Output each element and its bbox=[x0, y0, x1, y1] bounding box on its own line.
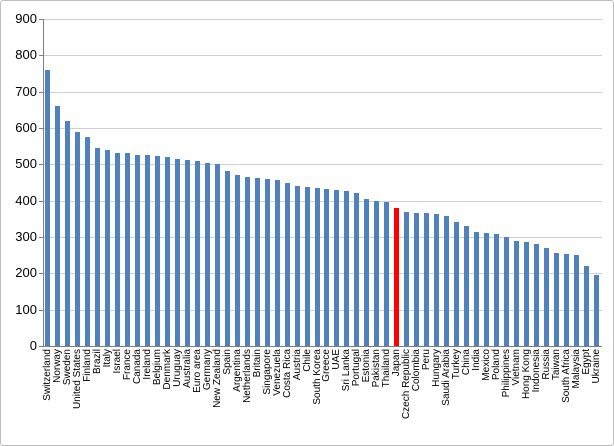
bar bbox=[354, 193, 360, 346]
bar bbox=[344, 191, 350, 346]
bar-highlight bbox=[394, 207, 400, 346]
bar bbox=[374, 200, 380, 346]
bar bbox=[503, 237, 509, 346]
bar bbox=[244, 177, 250, 346]
bar bbox=[583, 266, 589, 346]
bar bbox=[274, 179, 280, 346]
y-axis-tick bbox=[39, 55, 43, 56]
bar bbox=[45, 69, 51, 346]
bar bbox=[364, 198, 370, 346]
bar bbox=[184, 159, 190, 346]
bar bbox=[75, 131, 81, 346]
bar bbox=[334, 189, 340, 346]
y-axis-label: 600 bbox=[15, 120, 37, 135]
bar bbox=[563, 254, 569, 346]
gridline bbox=[44, 92, 602, 93]
y-axis-line bbox=[43, 19, 44, 347]
bar bbox=[573, 255, 579, 346]
bar bbox=[175, 158, 181, 346]
y-axis-tick bbox=[39, 273, 43, 274]
bar bbox=[105, 149, 111, 346]
y-axis-label: 0 bbox=[29, 338, 37, 353]
bar bbox=[444, 216, 450, 346]
bar bbox=[224, 170, 230, 346]
bar bbox=[55, 106, 61, 346]
y-axis-tick bbox=[39, 237, 43, 238]
y-axis-tick bbox=[39, 164, 43, 165]
gridline bbox=[44, 164, 602, 165]
gridline bbox=[44, 128, 602, 129]
bar bbox=[414, 212, 420, 346]
bar bbox=[454, 222, 460, 346]
y-axis-tick bbox=[39, 310, 43, 311]
x-axis-label: Taiwan bbox=[550, 349, 562, 381]
x-axis-label: Austria bbox=[291, 349, 303, 381]
plot-area bbox=[43, 19, 601, 346]
gridline bbox=[44, 237, 602, 238]
y-axis-tick bbox=[39, 92, 43, 93]
y-axis-label: 100 bbox=[15, 302, 37, 317]
bar bbox=[493, 234, 499, 346]
y-axis-label: 900 bbox=[15, 11, 37, 26]
bar bbox=[135, 154, 141, 346]
bar bbox=[284, 182, 290, 346]
x-axis-label: Chile bbox=[301, 349, 313, 372]
bar bbox=[473, 231, 479, 346]
x-axis-label: Costa Rica bbox=[281, 349, 293, 398]
x-axis-label: Egypt bbox=[580, 349, 592, 375]
bar bbox=[384, 202, 390, 346]
bar bbox=[533, 244, 539, 346]
y-axis-tick bbox=[39, 19, 43, 20]
bar bbox=[294, 186, 300, 346]
bar bbox=[304, 187, 310, 346]
bar bbox=[65, 120, 71, 346]
bar bbox=[254, 178, 260, 346]
gridline bbox=[44, 273, 602, 274]
x-axis-label: Malaysia bbox=[570, 349, 582, 389]
bar bbox=[155, 156, 161, 346]
bar bbox=[593, 275, 599, 346]
x-axis-label: Ukraine bbox=[590, 349, 602, 384]
bar bbox=[404, 211, 410, 346]
bar bbox=[214, 164, 220, 346]
bar bbox=[424, 213, 430, 346]
y-axis-label: 800 bbox=[15, 47, 37, 62]
y-axis-label: 400 bbox=[15, 193, 37, 208]
x-axis-label: Venezuela bbox=[271, 349, 283, 396]
bar bbox=[523, 241, 529, 346]
bar bbox=[194, 161, 200, 346]
bar bbox=[234, 175, 240, 346]
bar bbox=[145, 155, 151, 346]
bar bbox=[95, 147, 101, 346]
bar bbox=[543, 247, 549, 346]
bar bbox=[115, 152, 121, 346]
bar bbox=[324, 189, 330, 346]
bar bbox=[434, 214, 440, 346]
bar bbox=[85, 137, 91, 346]
bar bbox=[483, 233, 489, 346]
gridline bbox=[44, 55, 602, 56]
bar bbox=[513, 240, 519, 346]
gridline bbox=[44, 19, 602, 20]
y-axis-label: 300 bbox=[15, 229, 37, 244]
y-axis-label: 700 bbox=[15, 84, 37, 99]
bar bbox=[314, 187, 320, 346]
gridline bbox=[44, 201, 602, 202]
bar bbox=[204, 162, 210, 346]
y-axis-tick bbox=[39, 346, 43, 347]
x-axis-label: South Africa bbox=[560, 349, 572, 403]
bar bbox=[165, 157, 171, 346]
bar bbox=[264, 178, 270, 346]
gridline bbox=[44, 310, 602, 311]
y-axis-tick bbox=[39, 128, 43, 129]
x-axis-line bbox=[43, 346, 602, 347]
bar bbox=[463, 226, 469, 346]
y-axis-label: 500 bbox=[15, 156, 37, 171]
bar bbox=[125, 153, 131, 346]
bar bbox=[553, 252, 559, 346]
y-axis-label: 200 bbox=[15, 265, 37, 280]
y-axis-tick bbox=[39, 201, 43, 202]
